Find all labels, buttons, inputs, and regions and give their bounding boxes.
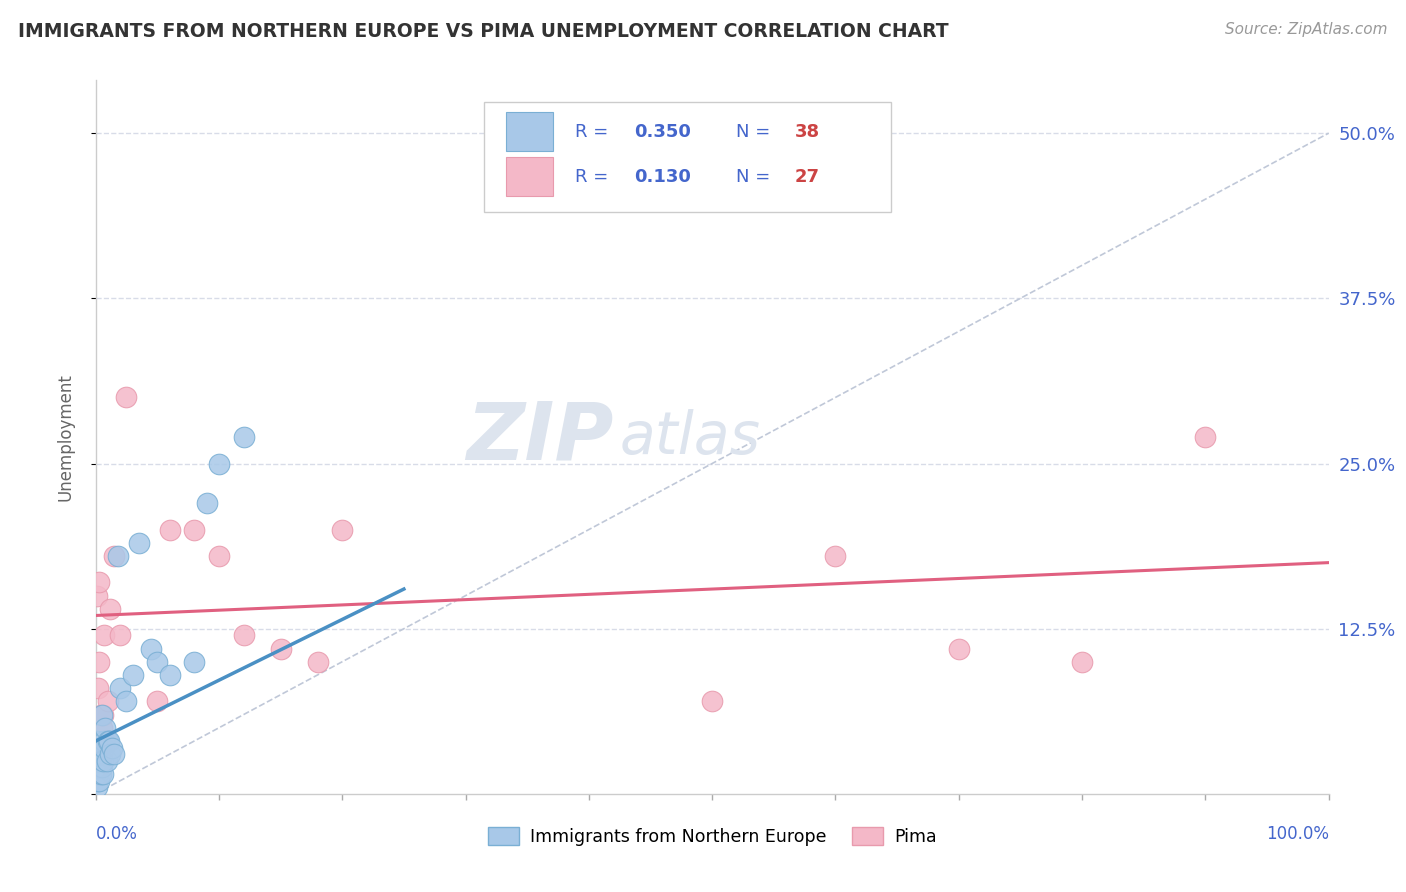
Text: N =: N = <box>735 168 776 186</box>
Point <box>87 681 110 695</box>
Point <box>128 536 150 550</box>
Point <box>93 734 115 748</box>
Text: N =: N = <box>735 123 776 141</box>
Point <box>86 589 108 603</box>
Point <box>89 575 111 590</box>
Text: 0.350: 0.350 <box>634 123 692 141</box>
Point <box>115 694 138 708</box>
Point <box>94 734 117 748</box>
Point <box>89 655 111 669</box>
Point <box>232 628 254 642</box>
Point <box>270 641 292 656</box>
Point <box>86 773 108 788</box>
Point <box>87 767 110 781</box>
Point <box>93 740 115 755</box>
Point <box>948 641 970 656</box>
Point <box>103 549 125 563</box>
Point <box>90 760 112 774</box>
Text: atlas: atlas <box>620 409 761 466</box>
Y-axis label: Unemployment: Unemployment <box>56 373 75 501</box>
Point <box>100 740 122 755</box>
Point <box>139 641 162 656</box>
Point <box>86 747 108 762</box>
Point <box>90 767 112 781</box>
Point <box>100 747 122 762</box>
Point <box>91 767 114 781</box>
Point <box>208 457 231 471</box>
Point <box>824 549 846 563</box>
Point <box>307 655 329 669</box>
Point <box>100 602 122 616</box>
Point <box>183 523 205 537</box>
Point <box>89 747 111 762</box>
Point <box>115 391 138 405</box>
Point <box>146 694 169 708</box>
Point <box>93 628 115 642</box>
Point <box>121 668 143 682</box>
Point <box>89 760 111 774</box>
Point <box>91 754 114 768</box>
Point <box>97 734 120 748</box>
Point <box>90 754 112 768</box>
Point <box>183 655 205 669</box>
Point <box>90 721 112 735</box>
Point <box>103 747 125 762</box>
Point <box>110 681 132 695</box>
Point <box>107 549 129 563</box>
Bar <box>506 157 553 196</box>
Point <box>86 734 108 748</box>
Point <box>208 549 231 563</box>
Text: R =: R = <box>575 123 614 141</box>
Point <box>89 773 111 788</box>
Point <box>1071 655 1094 669</box>
Point <box>1194 430 1216 444</box>
Text: 38: 38 <box>794 123 820 141</box>
Point <box>86 780 108 795</box>
Point <box>98 734 121 748</box>
Point <box>86 760 108 774</box>
Point <box>110 628 132 642</box>
Text: R =: R = <box>575 168 614 186</box>
Legend: Immigrants from Northern Europe, Pima: Immigrants from Northern Europe, Pima <box>481 821 943 853</box>
Point <box>90 707 112 722</box>
Text: 27: 27 <box>794 168 820 186</box>
Point <box>702 694 724 708</box>
Point <box>87 754 110 768</box>
Point <box>159 523 181 537</box>
Point <box>96 754 118 768</box>
Point <box>97 694 120 708</box>
Point <box>146 655 169 669</box>
Text: 0.130: 0.130 <box>634 168 692 186</box>
Point <box>90 707 112 722</box>
Text: Source: ZipAtlas.com: Source: ZipAtlas.com <box>1225 22 1388 37</box>
Text: ZIP: ZIP <box>467 398 613 476</box>
Point <box>87 740 110 755</box>
Point <box>159 668 181 682</box>
Text: 0.0%: 0.0% <box>96 825 138 843</box>
Point <box>330 523 353 537</box>
Point <box>94 721 117 735</box>
Point <box>232 430 254 444</box>
Point <box>91 707 114 722</box>
Bar <box>506 112 553 152</box>
Text: IMMIGRANTS FROM NORTHERN EUROPE VS PIMA UNEMPLOYMENT CORRELATION CHART: IMMIGRANTS FROM NORTHERN EUROPE VS PIMA … <box>18 22 949 41</box>
Text: 100.0%: 100.0% <box>1265 825 1329 843</box>
FancyBboxPatch shape <box>484 102 891 212</box>
Point <box>195 496 218 510</box>
